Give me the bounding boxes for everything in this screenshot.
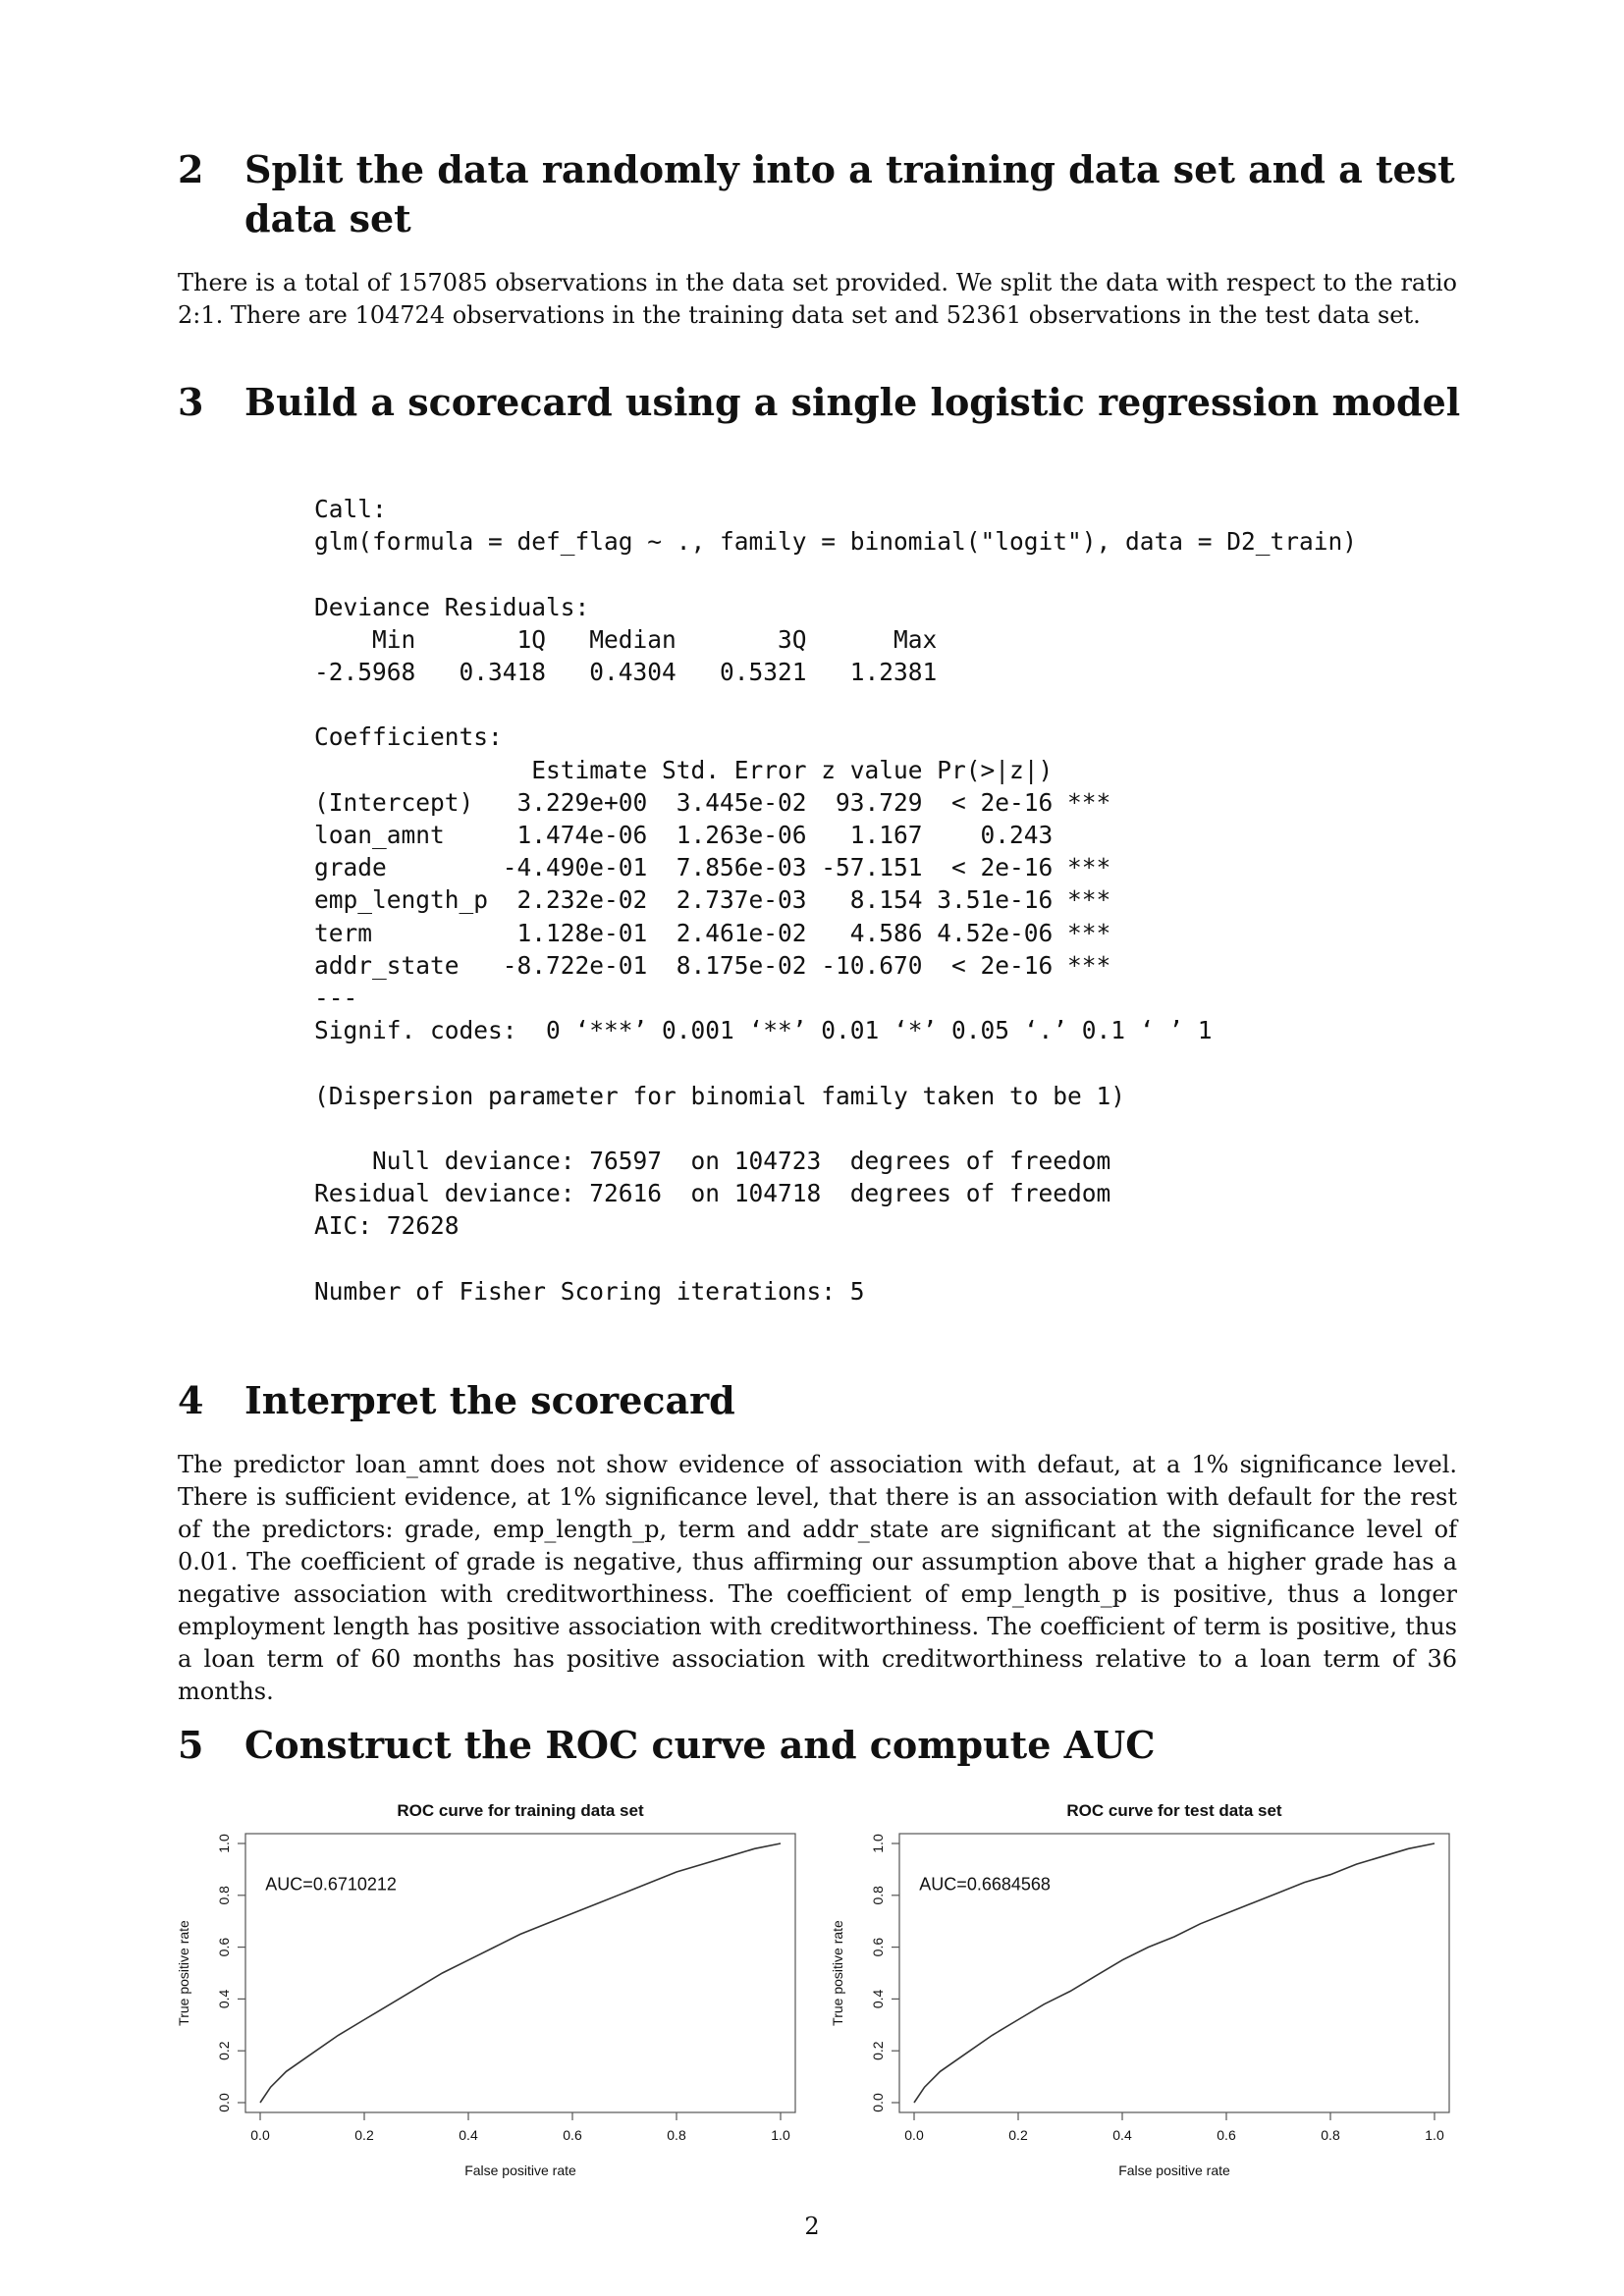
x-tick-label: 0.8 bbox=[667, 2127, 686, 2143]
y-tick-label: 0.4 bbox=[870, 1989, 886, 2008]
y-tick-label: 0.2 bbox=[870, 2041, 886, 2060]
section-heading-4: 4 Interpret the scorecard bbox=[178, 1376, 1474, 1425]
y-tick-label: 0.4 bbox=[216, 1989, 232, 2008]
roc-chart-svg: ROC curve for training data set 0.0 0.2 0.4… bbox=[176, 1801, 796, 2178]
section-title: Split the data randomly into a training … bbox=[244, 147, 1455, 240]
section-title: Interpret the scorecard bbox=[244, 1378, 735, 1422]
y-tick-label: 0.0 bbox=[870, 2093, 886, 2112]
plot-frame bbox=[898, 1833, 1450, 2113]
y-tick-label: 0.0 bbox=[216, 2093, 232, 2112]
section-number: 2 bbox=[178, 147, 204, 191]
chart-title: ROC curve for test data set bbox=[1066, 1801, 1282, 1820]
r-regression-output: Call: glm(formula = def_flag ~ ., family… bbox=[314, 495, 1358, 1306]
y-tick-label: 0.6 bbox=[870, 1938, 886, 1957]
y-tick-label: 1.0 bbox=[870, 1834, 886, 1853]
section-title: Build a scorecard using a single logisti… bbox=[244, 380, 1461, 424]
x-axis-label: False positive rate bbox=[464, 2163, 576, 2178]
y-tick-label: 0.8 bbox=[870, 1886, 886, 1905]
x-tick-label: 1.0 bbox=[1425, 2127, 1444, 2143]
section-number: 3 bbox=[178, 380, 204, 424]
y-tick-label: 0.2 bbox=[216, 2041, 232, 2060]
section-title: Construct the ROC curve and compute AUC bbox=[244, 1723, 1156, 1767]
chart-title: ROC curve for training data set bbox=[397, 1801, 644, 1820]
x-axis-label: False positive rate bbox=[1118, 2163, 1230, 2178]
roc-chart-training: ROC curve for training data set 0.0 0.2 0.4… bbox=[167, 1789, 815, 2181]
y-tick-label: 0.8 bbox=[216, 1886, 232, 1905]
x-tick-label: 0.0 bbox=[904, 2127, 924, 2143]
x-tick-label: 0.2 bbox=[354, 2127, 374, 2143]
y-axis-label: True positive rate bbox=[830, 1920, 845, 2026]
roc-chart-test: ROC curve for test data set 0.0 0.2 0.4 0.6 0… bbox=[821, 1789, 1469, 2181]
section-heading-2: 2 Split the data randomly into a trainin… bbox=[178, 145, 1474, 243]
y-axis-label: True positive rate bbox=[176, 1920, 191, 2026]
x-tick-label: 1.0 bbox=[771, 2127, 790, 2143]
y-tick-label: 0.6 bbox=[216, 1938, 232, 1957]
roc-curve-line bbox=[259, 1842, 782, 2104]
x-tick-label: 0.8 bbox=[1321, 2127, 1340, 2143]
x-tick-label: 0.0 bbox=[250, 2127, 270, 2143]
auc-annotation: AUC=0.6710212 bbox=[265, 1875, 397, 1895]
x-tick-label: 0.6 bbox=[1217, 2127, 1236, 2143]
x-tick-label: 0.2 bbox=[1008, 2127, 1028, 2143]
roc-chart-svg: ROC curve for test data set 0.0 0.2 0.4 0.6 0… bbox=[830, 1801, 1450, 2178]
section-number: 5 bbox=[178, 1723, 204, 1767]
x-tick-label: 0.4 bbox=[459, 2127, 478, 2143]
page-number: 2 bbox=[804, 2213, 820, 2240]
section-heading-5: 5 Construct the ROC curve and compute AU… bbox=[178, 1721, 1474, 1770]
section-paragraph: The predictor loan_amnt does not show ev… bbox=[178, 1451, 1457, 1705]
section-paragraph: There is a total of 157085 observations … bbox=[178, 269, 1457, 329]
roc-curve-line bbox=[913, 1842, 1435, 2104]
auc-annotation: AUC=0.6684568 bbox=[919, 1875, 1051, 1895]
x-tick-label: 0.4 bbox=[1112, 2127, 1132, 2143]
section-number: 4 bbox=[178, 1378, 204, 1422]
plot-frame bbox=[244, 1833, 796, 2113]
y-tick-label: 1.0 bbox=[216, 1834, 232, 1853]
section-heading-3: 3 Build a scorecard using a single logis… bbox=[178, 378, 1474, 427]
x-tick-label: 0.6 bbox=[563, 2127, 582, 2143]
